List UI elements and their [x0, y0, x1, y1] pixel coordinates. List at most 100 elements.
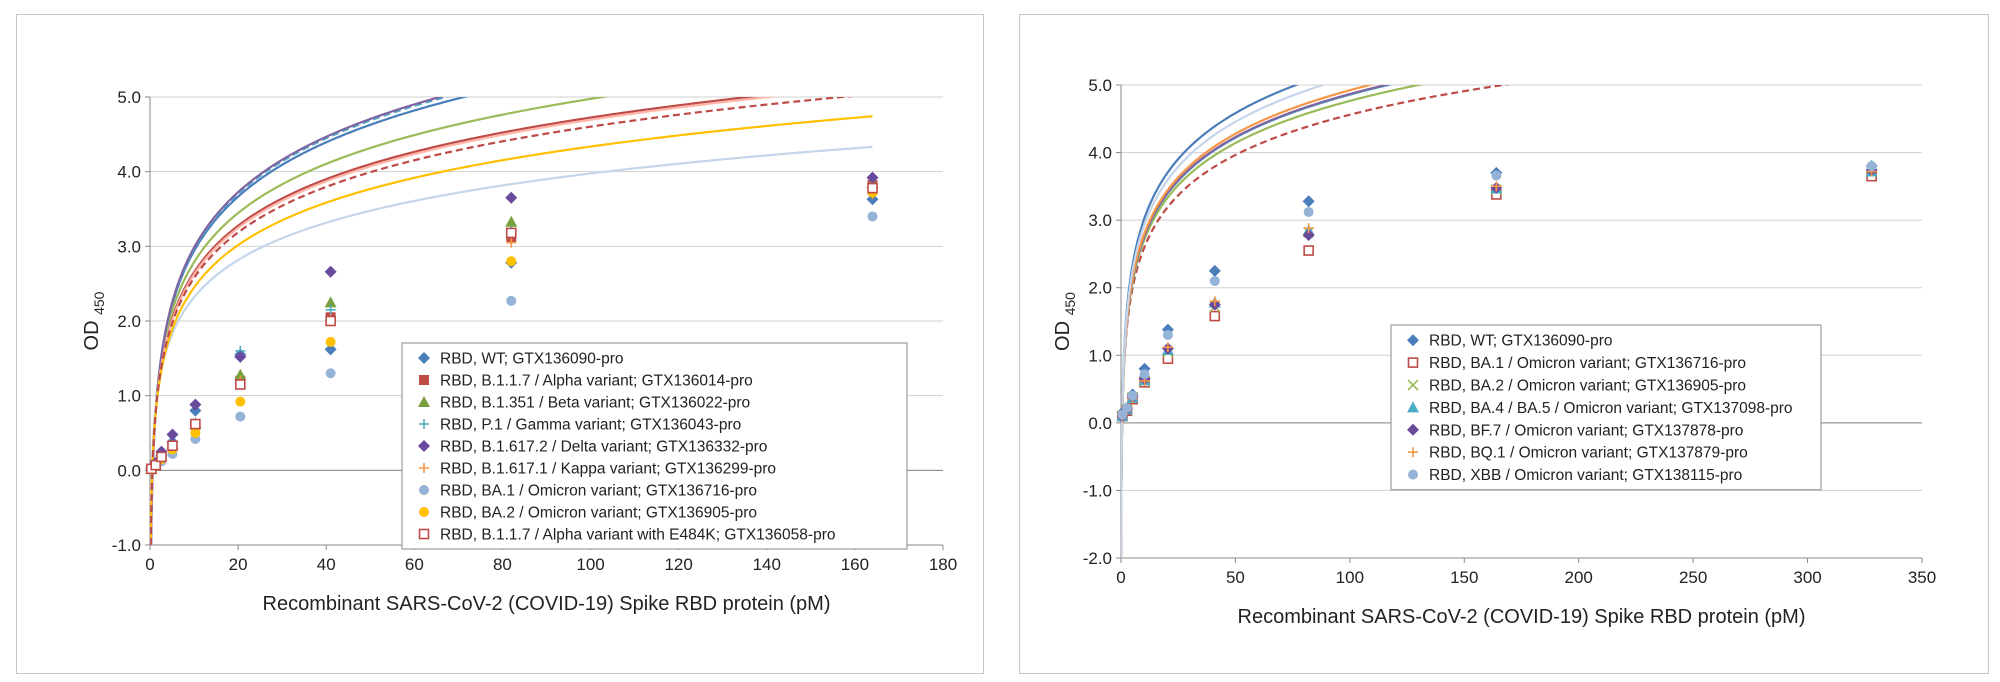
- chart1-trendlines: [150, 97, 873, 545]
- chart2-point: [1491, 170, 1502, 181]
- chart2-legend-marker: [1407, 423, 1419, 436]
- chart1-point: [325, 304, 336, 315]
- chart1-legend-label: RBD, B.1.351 / Beta variant; GTX136022-p…: [440, 395, 750, 412]
- chart1-legend-item: RBD, P.1 / Gamma variant; GTX136043-pro: [419, 417, 741, 434]
- chart-left-svg: -1.0 0.0 1.0 2.0 3.0 4.0 5.0 0 20 40 60 80 100 120 140…: [81, 88, 957, 615]
- chart1-legend-label: RBD, WT; GTX136090-pro: [440, 351, 623, 368]
- chart2-legend-marker: [1408, 469, 1418, 480]
- chart1-legend-item: RBD, B.1.351 / Beta variant; GTX136022-p…: [418, 395, 750, 412]
- chart1-series-rbd-b-1-1-7-alpha-variant-with-e484k-gtx136058-pro: [146, 182, 878, 475]
- chart1-x-tick-label: 120: [664, 555, 692, 574]
- chart2-x-axis-title: Recombinant SARS-CoV-2 (COVID-19) Spike …: [1238, 606, 1806, 628]
- chart2-y-tick-label: -1.0: [1083, 481, 1112, 500]
- chart2-legend-label: RBD, BF.7 / Omicron variant; GTX137878-p…: [1429, 422, 1743, 439]
- chart1-point: [324, 296, 337, 308]
- chart1-legend: RBD, WT; GTX136090-pro RBD, B.1.1.7 / Alp…: [401, 342, 908, 550]
- chart1-y-tick-label: 1.0: [117, 387, 141, 406]
- chart1-legend-item: RBD, B.1.617.2 / Delta variant; GTX13633…: [418, 439, 767, 456]
- chart2-point: [1303, 223, 1314, 234]
- chart1-point: [234, 368, 247, 380]
- chart2-x-tick-label: 350: [1908, 568, 1936, 587]
- chart2-legend-marker: [1407, 357, 1419, 368]
- chart2-legend-label: RBD, XBB / Omicron variant; GTX138115-pr…: [1429, 467, 1742, 484]
- chart1-point: [156, 451, 167, 463]
- chart2-point: [1491, 181, 1502, 192]
- chart1-y-tick-label: 0.0: [117, 461, 141, 480]
- chart1-point: [150, 459, 162, 471]
- chart2-legend-marker: [1408, 447, 1418, 458]
- chart1-legend-label: RBD, BA.2 / Omicron variant; GTX136905-p…: [440, 505, 757, 522]
- chart2-trendline-rbd-wt-gtx136090-pro: [1121, 85, 1300, 558]
- chart1-x-tick-label: 80: [493, 555, 512, 574]
- chart1-point: [325, 336, 336, 347]
- chart1-legend-marker: [419, 463, 429, 473]
- chart2-y-tick-label: 2.0: [1088, 279, 1112, 298]
- chart2-x-tick-label: 150: [1450, 568, 1478, 587]
- chart1-data-points: [145, 171, 879, 475]
- chart1-legend-label: RBD, B.1.1.7 / Alpha variant with E484K;…: [440, 527, 835, 544]
- chart1-legend-item: RBD, B.1.1.7 / Alpha variant; GTX136014-…: [419, 373, 753, 390]
- chart1-trendline-rbd-b-1-1-7-alpha-variant-with-e484k-gtx136058-pro: [150, 97, 854, 545]
- chart1-legend-item: RBD, B.1.1.7 / Alpha variant with E484K;…: [418, 527, 835, 544]
- chart1-legend-label: RBD, B.1.617.2 / Delta variant; GTX13633…: [440, 439, 767, 456]
- chart2-legend-label: RBD, BQ.1 / Omicron variant; GTX137879-p…: [1429, 445, 1748, 462]
- chart1-legend-marker: [418, 440, 430, 452]
- chart-right-svg: -2.0 -1.0 0.0 1.0 2.0 3.0 4.0 5.0 0 50 100 150 200 25…: [1052, 76, 1936, 628]
- chart2-legend-item: RBD, XBB / Omicron variant; GTX138115-pr…: [1408, 467, 1742, 484]
- chart2-point: [1121, 402, 1132, 413]
- chart2-y-tick-label: 4.0: [1088, 144, 1112, 163]
- chart2-x-tick-label: 50: [1226, 568, 1245, 587]
- chart1-point: [867, 211, 878, 222]
- chart1-x-tick-label: 40: [317, 555, 336, 574]
- chart2-point: [1209, 296, 1220, 307]
- chart2-x-tick-label: 100: [1336, 568, 1364, 587]
- chart1-legend-item: RBD, B.1.617.1 / Kappa variant; GTX13629…: [419, 461, 776, 478]
- chart1-legend-marker: [419, 485, 429, 495]
- chart1-y-axis-title: OD 450: [81, 291, 107, 350]
- chart2-legend-item: RBD, WT; GTX136090-pro: [1407, 333, 1612, 350]
- chart-panel-left: -1.0 0.0 1.0 2.0 3.0 4.0 5.0 0 20 40 60 80 100 120 140…: [16, 14, 984, 674]
- chart2-point: [1303, 245, 1314, 256]
- chart2-trendline-rbd-bq-1-omicron-variant-gtx137879-pro: [1121, 85, 1375, 558]
- chart1-legend-marker: [419, 507, 429, 517]
- chart2-point: [1209, 310, 1221, 322]
- chart1-point: [506, 295, 517, 306]
- chart2-point: [1302, 229, 1315, 242]
- chart1-legend-marker: [419, 419, 429, 429]
- chart1-legend-label: RBD, P.1 / Gamma variant; GTX136043-pro: [440, 417, 741, 434]
- chart-panel-right: -2.0 -1.0 0.0 1.0 2.0 3.0 4.0 5.0 0 50 100 150 200 25…: [1019, 14, 1989, 674]
- chart2-point: [1209, 275, 1220, 286]
- chart1-point: [505, 215, 518, 227]
- chart2-legend-label: RBD, BA.2 / Omicron variant; GTX136905-p…: [1429, 378, 1746, 395]
- chart1-point: [190, 428, 201, 438]
- chart1-legend-marker: [418, 528, 430, 540]
- chart1-x-tick-label: 160: [841, 555, 869, 574]
- chart2-legend-label: RBD, WT; GTX136090-pro: [1429, 333, 1612, 350]
- chart1-legend-box: [401, 342, 908, 550]
- chart1-legend-item: RBD, BA.1 / Omicron variant; GTX136716-p…: [419, 483, 757, 500]
- chart2-legend-item: RBD, BF.7 / Omicron variant; GTX137878-p…: [1407, 422, 1743, 439]
- chart1-x-tick-label: 60: [405, 555, 424, 574]
- chart1-x-tick-label: 0: [145, 555, 154, 574]
- chart2-point: [1866, 161, 1877, 172]
- chart1-point: [235, 411, 246, 422]
- chart2-trendline-rbd-xbb-omicron-variant-gtx138115-pro: [1121, 85, 1327, 558]
- chart1-point: [325, 315, 336, 327]
- chart2-y-tick-label: 1.0: [1088, 346, 1112, 365]
- chart1-trendline-rbd-b-1-617-2-delta-variant-gtx136332-pro: [150, 97, 445, 545]
- chart2-x-tick-label: 300: [1793, 568, 1821, 587]
- chart1-point: [325, 368, 336, 379]
- chart1-point: [505, 191, 518, 204]
- chart1-legend-label: RBD, B.1.1.7 / Alpha variant; GTX136014-…: [440, 373, 753, 390]
- chart1-x-tick-label: 100: [576, 555, 604, 574]
- chart2-y-tick-label: 0.0: [1088, 414, 1112, 433]
- chart2-point: [1303, 207, 1314, 218]
- chart2-trendlines: [1121, 85, 1510, 558]
- chart1-legend-label: RBD, BA.1 / Omicron variant; GTX136716-p…: [440, 483, 757, 500]
- chart2-point: [1139, 369, 1150, 380]
- chart1-x-tick-label: 140: [753, 555, 781, 574]
- chart1-y-tick-label: 3.0: [117, 237, 141, 256]
- chart2-legend-item: RBD, BA.4 / BA.5 / Omicron variant; GTX1…: [1407, 400, 1793, 417]
- chart2-x-tick-label: 250: [1679, 568, 1707, 587]
- chart2-legend-item: RBD, BQ.1 / Omicron variant; GTX137879-p…: [1408, 445, 1748, 462]
